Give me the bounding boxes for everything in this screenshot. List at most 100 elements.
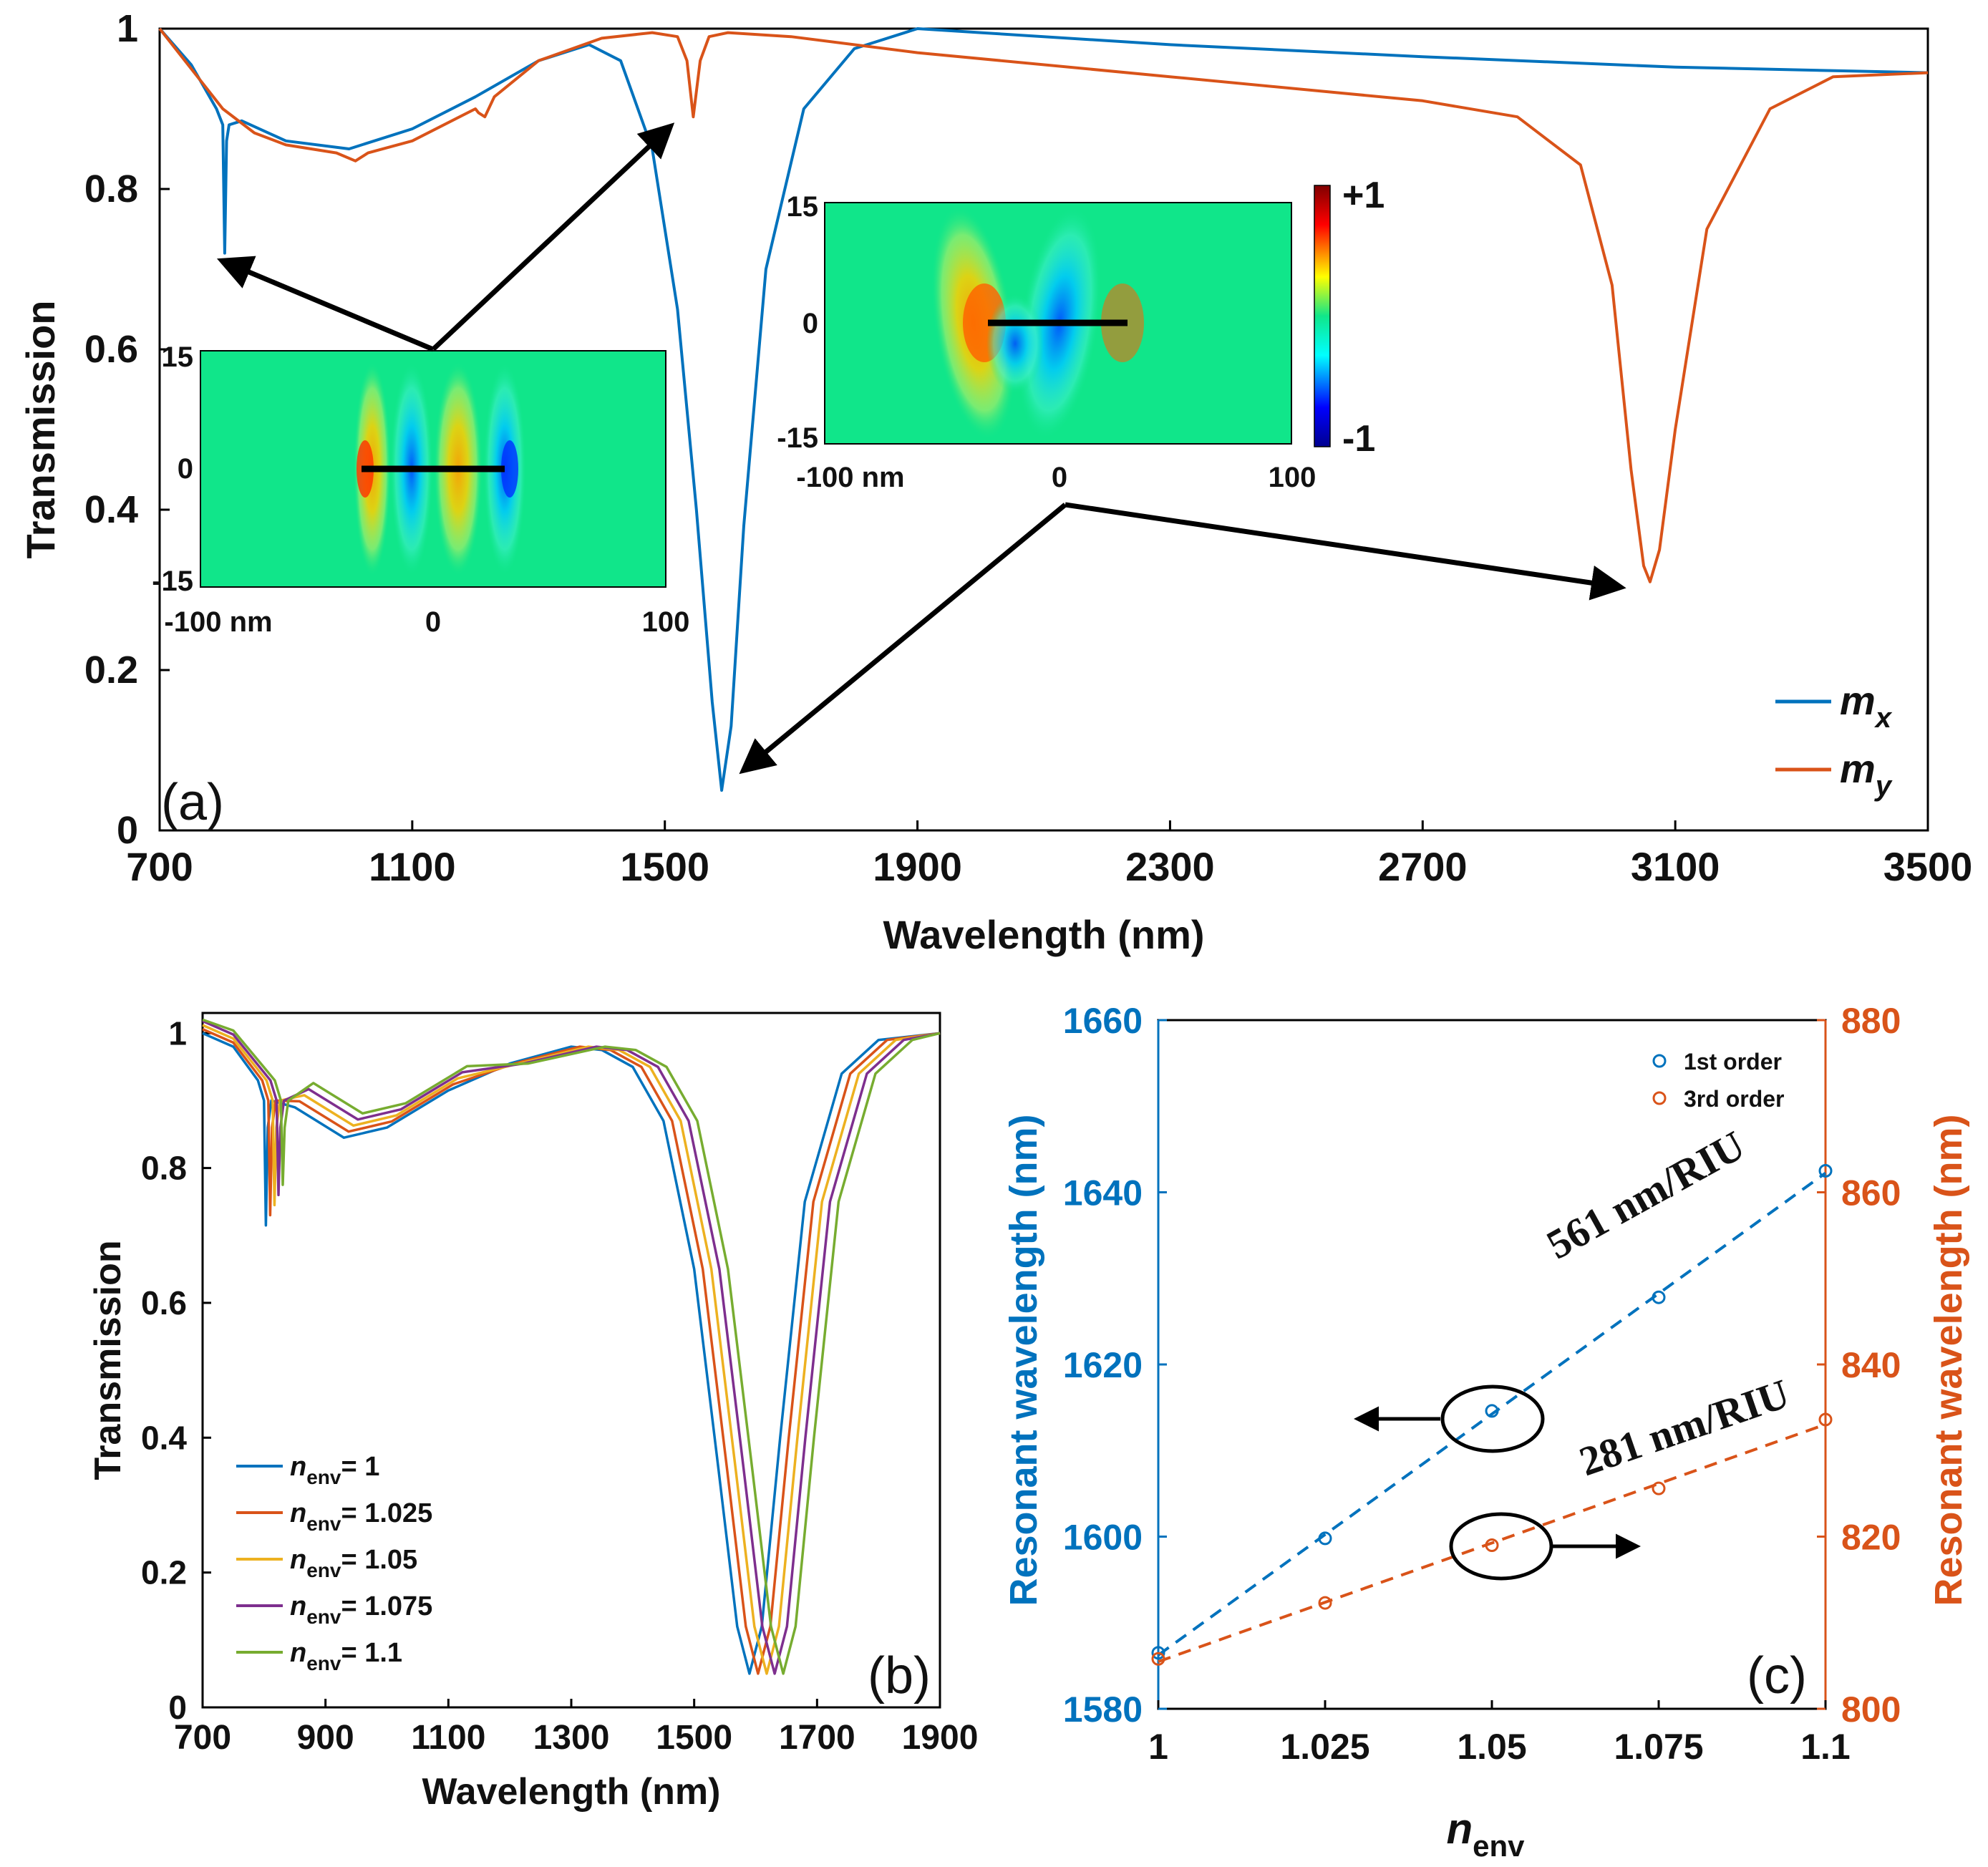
inset-left-ytick-top: 15 <box>162 341 194 373</box>
y-tick-label-b: 0.4 <box>141 1419 187 1456</box>
inset-left-xtick-mid: 0 <box>425 606 441 638</box>
x-tick-label-c: 1.025 <box>1280 1727 1369 1767</box>
legend-label-n-env-1: nenv= 1 <box>290 1452 379 1488</box>
y-tick-label-left-c: 1660 <box>1063 1001 1143 1041</box>
legend-label-n-env-5: nenv= 1.1 <box>290 1638 402 1674</box>
y-tick-label-b: 0.8 <box>141 1150 187 1187</box>
data-point-1st-order <box>1485 1404 1499 1418</box>
x-tick-label-a: 3100 <box>1631 844 1720 889</box>
x-tick-label-b: 1900 <box>902 1719 979 1757</box>
annotation-slope-1st: 561 nm/RIU <box>1539 1122 1752 1268</box>
y-tick-label-b: 1 <box>168 1014 187 1052</box>
y-axis-label-b: Transmission <box>87 1240 129 1480</box>
y-ticks-a: 0 0.2 0.4 0.6 0.8 1 <box>84 7 170 852</box>
axis-indicator-ovals <box>1354 1385 1641 1581</box>
x-tick-label-b: 1300 <box>533 1719 610 1757</box>
inset-left-xtick-left: -100 nm <box>164 606 272 638</box>
inset-left-xtick-right: 100 <box>642 606 690 638</box>
series-line-n-env-5 <box>202 1018 941 1675</box>
inset-right-xtick-mid: 0 <box>1052 462 1067 493</box>
series-line-my <box>158 27 1929 583</box>
data-point-3rd-order <box>1151 1652 1165 1666</box>
y-tick-label-left-c: 1580 <box>1063 1689 1143 1730</box>
inset-right-xtick-left: -100 nm <box>796 462 904 493</box>
y-tick-label-right-c: 840 <box>1841 1345 1901 1385</box>
x-tick-label-c: 1 <box>1148 1727 1168 1767</box>
x-tick-label-b: 1100 <box>411 1719 485 1757</box>
inset-right-ytick-bot: -15 <box>777 422 818 454</box>
fit-line-3rd-order <box>1158 1422 1826 1663</box>
x-tick-label-a: 1900 <box>873 844 962 889</box>
panel-label-c: (c) <box>1747 1647 1807 1704</box>
panel-c: 1 1.025 1.05 1.075 1.1 15801600162016401660 … <box>1002 1001 1970 1863</box>
x-ticks-c: 1 1.025 1.05 1.075 1.1 <box>1148 1700 1851 1767</box>
data-point-1st-order <box>1318 1531 1332 1546</box>
x-tick-label-c: 1.05 <box>1457 1727 1526 1767</box>
colorbar-min-label: -1 <box>1342 418 1375 460</box>
x-axis-label-b: Wavelength (nm) <box>422 1771 721 1813</box>
legend-label-3rd-order: 3rd order <box>1684 1086 1784 1112</box>
y-tick-label-a: 0.2 <box>84 649 138 692</box>
legend-label-mx: mx <box>1840 678 1893 734</box>
legend-label-n-env-2: nenv= 1.025 <box>290 1498 432 1535</box>
x-tick-label-a: 3500 <box>1883 844 1973 889</box>
data-point-1st-order <box>1652 1290 1666 1304</box>
x-tick-label-a: 2700 <box>1378 844 1468 889</box>
legend-c: 1st order 3rd order <box>1652 1049 1784 1112</box>
x-tick-label-a: 2300 <box>1125 844 1215 889</box>
legend-marker-1st-order <box>1652 1054 1667 1068</box>
annotation-arrows-a <box>216 122 1626 775</box>
y-tick-label-a: 0.8 <box>84 168 138 210</box>
y-axis-label-right-c: Resonant wavelength (nm) <box>1927 1114 1970 1606</box>
y-tick-label-right-c: 880 <box>1841 1001 1901 1041</box>
data-point-1st-order <box>1151 1646 1165 1660</box>
y-tick-label-b: 0.6 <box>141 1284 187 1322</box>
colorbar <box>1314 185 1331 447</box>
y-tick-label-a: 0.4 <box>84 488 138 531</box>
data-point-1st-order <box>1818 1163 1833 1178</box>
x-ticks-b: 700 900 1100 1300 1500 1700 1900 <box>174 1699 978 1757</box>
x-tick-label-c: 1.1 <box>1800 1727 1851 1767</box>
x-tick-label-a: 700 <box>126 844 193 889</box>
x-tick-label-b: 1700 <box>779 1719 855 1757</box>
colorbar-max-label: +1 <box>1342 175 1385 216</box>
series-marks-c <box>1151 1163 1833 1666</box>
inset-right-ytick-top: 15 <box>787 191 819 223</box>
inset-left-ytick-mid: 0 <box>178 453 193 485</box>
y-tick-label-left-c: 1620 <box>1063 1345 1143 1385</box>
inset-field-map-right: 15 0 -15 -100 nm 0 100 +1 -1 <box>777 175 1385 493</box>
x-tick-label-b: 900 <box>297 1719 354 1757</box>
fit-line-1st-order <box>1157 1171 1827 1657</box>
x-axis-label-c: nenv <box>1446 1805 1525 1863</box>
x-tick-label-a: 1100 <box>369 844 456 889</box>
x-tick-label-a: 1500 <box>620 844 709 889</box>
x-tick-label-b: 1500 <box>656 1719 732 1757</box>
x-axis-label-a: Wavelength (nm) <box>883 912 1204 957</box>
inset-field-map-left: 15 0 -15 -100 nm 0 100 <box>152 341 689 638</box>
y-ticks-b: 0 0.2 0.4 0.6 0.8 1 <box>141 1014 211 1726</box>
legend-label-n-env-4: nenv= 1.075 <box>290 1591 432 1628</box>
panel-a: 700 1100 1500 1900 2300 2700 3100 3500 00.20.40… <box>18 7 1972 957</box>
annotation-slope-3rd: 281 nm/RIU <box>1574 1370 1795 1485</box>
y-tick-label-a: 0 <box>117 809 138 852</box>
y-tick-label-b: 0 <box>168 1689 187 1726</box>
y-tick-label-right-c: 820 <box>1841 1518 1901 1558</box>
legend-b: nenv= 1 nenv= 1.025 nenv= 1.05 nenv= 1.075 n… <box>236 1452 432 1674</box>
data-point-3rd-order <box>1318 1596 1332 1610</box>
y-tick-label-left-c: 1640 <box>1063 1173 1143 1213</box>
y-tick-label-right-c: 860 <box>1841 1173 1901 1213</box>
y-tick-label-a: 1 <box>117 7 138 50</box>
panel-b: 700 900 1100 1300 1500 1700 1900 0 0.2 0.4 0.6 0.8… <box>87 1012 978 1813</box>
data-point-3rd-order <box>1818 1412 1833 1427</box>
y-tick-label-a: 0.6 <box>84 328 138 371</box>
data-point-3rd-order <box>1485 1538 1499 1553</box>
inset-right-ytick-mid: 0 <box>803 308 818 339</box>
axes-box-a <box>158 27 1929 832</box>
y-axis-label-a: Transmission <box>18 300 63 558</box>
inset-left-ytick-bot: -15 <box>152 566 193 597</box>
x-tick-label-c: 1.075 <box>1614 1727 1703 1767</box>
legend-label-my: my <box>1840 746 1893 802</box>
data-point-3rd-order <box>1652 1481 1666 1495</box>
y-tick-label-left-c: 1600 <box>1063 1518 1143 1558</box>
